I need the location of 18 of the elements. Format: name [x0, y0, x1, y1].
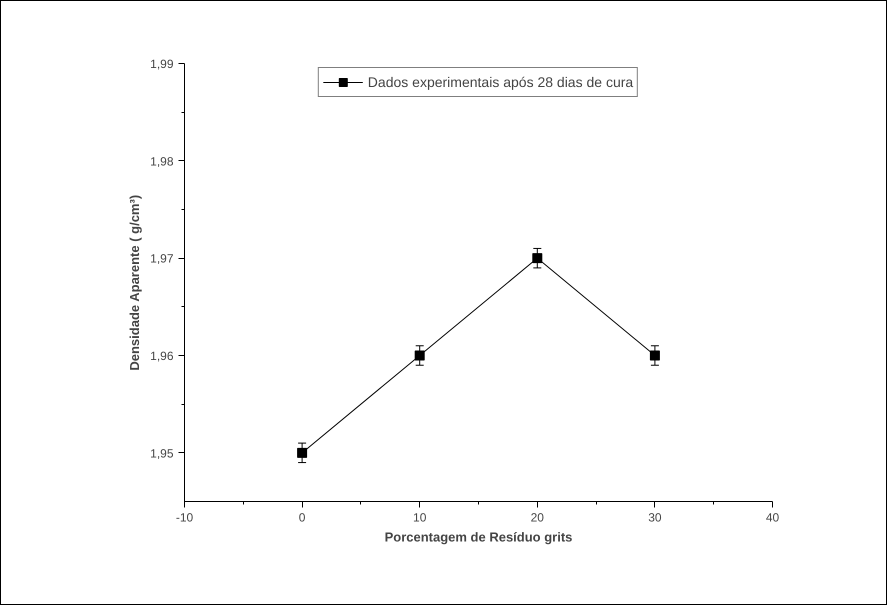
x-axis-title: Porcentagem de Resíduo grits — [384, 530, 572, 544]
y-axis-title: Densidade Aparente ( g/cm³) — [127, 194, 142, 371]
point — [650, 350, 660, 360]
y-tick-label: 1,98 — [150, 154, 174, 168]
x-tick-label: 10 — [413, 510, 427, 524]
x-tick-label: -10 — [176, 510, 194, 524]
point — [297, 448, 308, 458]
x-tick-label: 0 — [298, 510, 306, 524]
y-tick-label: 1,99 — [150, 57, 174, 71]
y-tick-label: 1,95 — [150, 446, 174, 460]
point — [414, 350, 425, 360]
x-tick-label: 20 — [530, 510, 544, 524]
legend-label: Dados experimentais após 28 dias de cura — [368, 74, 634, 90]
point — [532, 253, 542, 264]
y-tick-label: 1,96 — [150, 349, 174, 363]
x-tick-label: 30 — [648, 510, 662, 524]
x-tick-label: 40 — [766, 510, 780, 524]
y-tick-label: 1,97 — [150, 252, 174, 266]
